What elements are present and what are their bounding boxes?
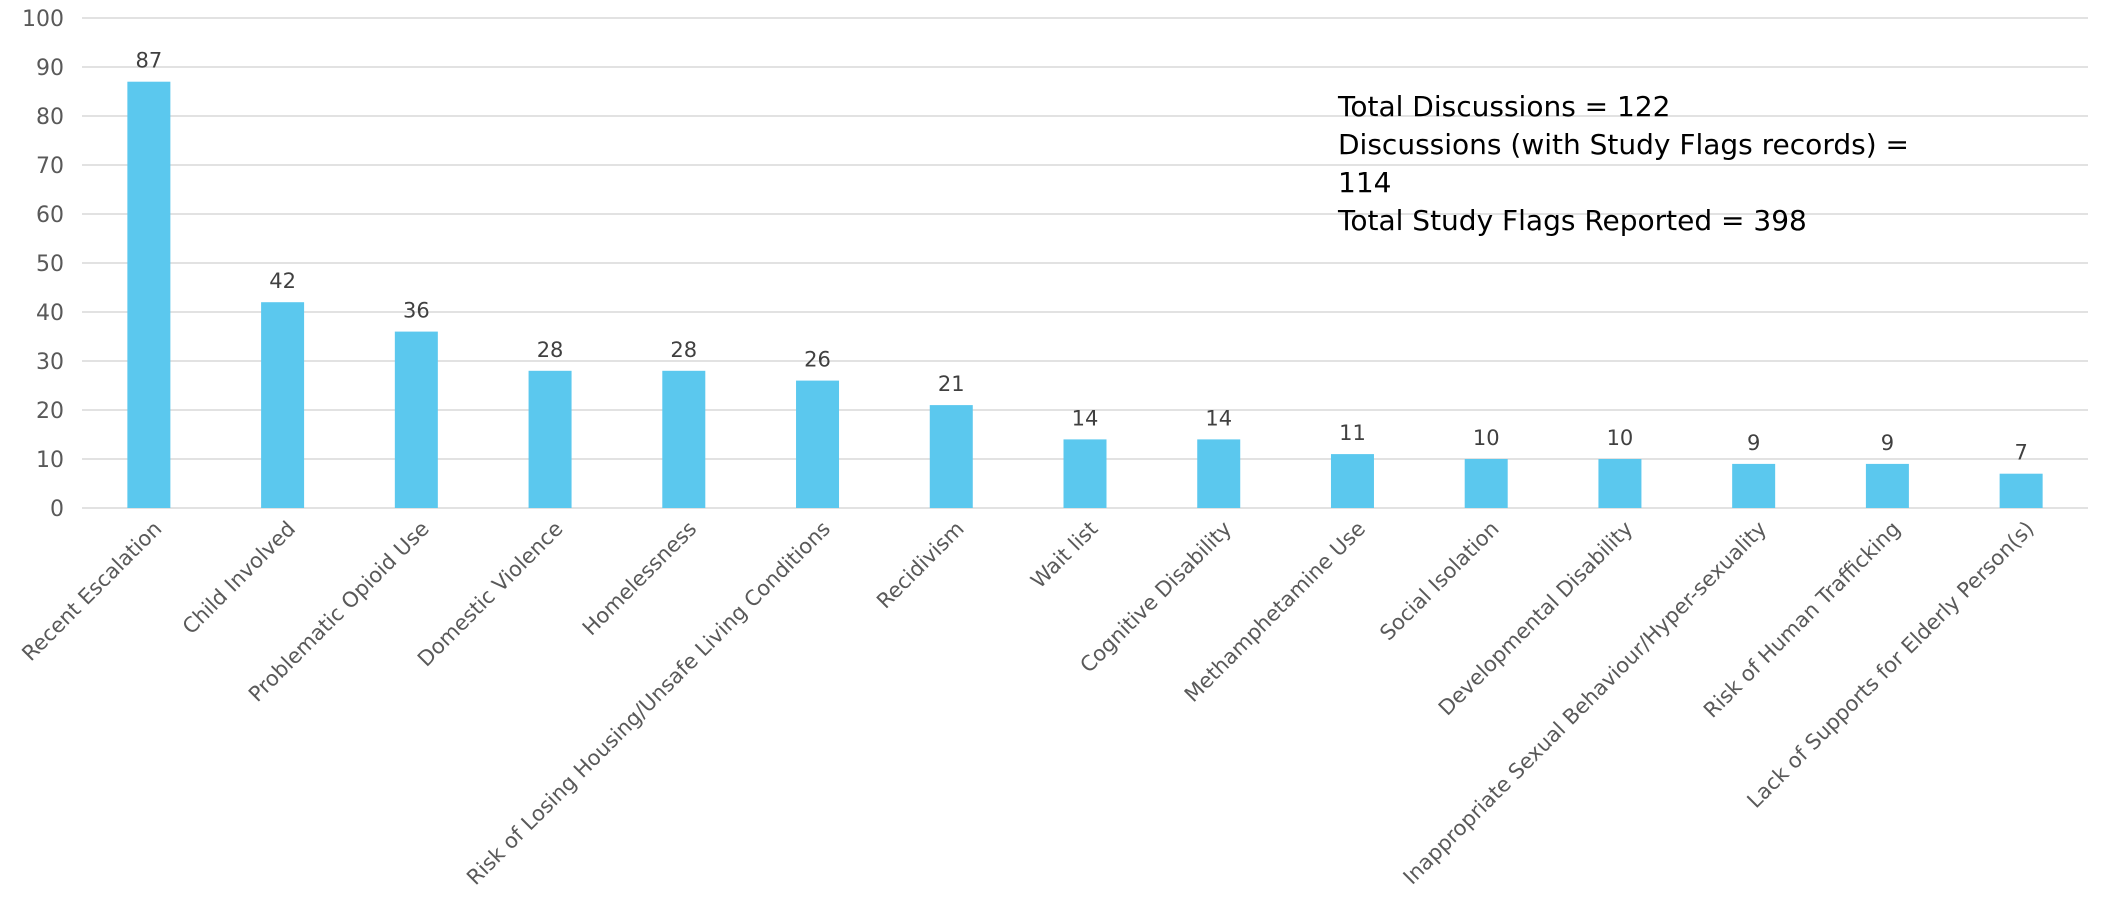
data-label: 28 xyxy=(537,338,564,362)
bars xyxy=(127,81,2043,508)
category-label: Cognitive Disability xyxy=(1075,517,1236,678)
y-tick-label: 30 xyxy=(36,350,64,375)
bar xyxy=(929,405,973,508)
data-label: 36 xyxy=(403,299,430,323)
data-label: 9 xyxy=(1747,431,1760,455)
bar xyxy=(127,81,171,508)
summary-annotation: Total Discussions = 122 Discussions (wit… xyxy=(1338,88,1938,240)
category-label: Domestic Violence xyxy=(413,517,568,672)
bar xyxy=(1464,459,1508,508)
bar xyxy=(796,380,840,508)
y-tick-label: 100 xyxy=(22,7,64,32)
bar xyxy=(261,302,305,508)
y-tick-label: 50 xyxy=(36,252,64,277)
bar xyxy=(1330,454,1374,508)
y-tick-label: 60 xyxy=(36,203,64,228)
bar xyxy=(1732,463,1776,508)
bar xyxy=(1865,463,1909,508)
bar xyxy=(394,331,438,508)
bar xyxy=(1063,439,1107,508)
category-label: Social Isolation xyxy=(1375,517,1504,646)
data-label: 10 xyxy=(1607,426,1634,450)
category-label: Recent Escalation xyxy=(17,517,166,666)
category-label: Recidivism xyxy=(872,517,969,614)
data-label: 10 xyxy=(1473,426,1500,450)
y-tick-label: 0 xyxy=(50,497,64,522)
annotation-discussions-with-flags: Discussions (with Study Flags records) =… xyxy=(1338,128,1909,199)
annotation-total-flags: Total Study Flags Reported = 398 xyxy=(1338,204,1807,237)
data-label: 28 xyxy=(670,338,697,362)
y-tick-label: 80 xyxy=(36,105,64,130)
y-tick-label: 90 xyxy=(36,56,64,81)
data-label: 26 xyxy=(804,348,831,372)
data-label: 21 xyxy=(938,372,965,396)
data-label: 9 xyxy=(1881,431,1894,455)
data-label: 11 xyxy=(1339,421,1366,445)
category-label: Child Involved xyxy=(178,517,300,639)
category-label: Homelessness xyxy=(578,517,702,641)
y-tick-label: 20 xyxy=(36,399,64,424)
data-label: 14 xyxy=(1072,406,1099,430)
y-axis-tick-labels: 0 10 20 30 40 50 60 70 80 90 100 xyxy=(22,7,64,522)
category-label: Lack of Supports for Elderly Person(s) xyxy=(1742,517,2038,813)
bar xyxy=(528,370,572,508)
bar xyxy=(662,370,706,508)
category-labels: Recent Escalation Child InvolvedProblemat… xyxy=(17,517,2038,890)
y-tick-label: 10 xyxy=(36,448,64,473)
data-label: 42 xyxy=(269,269,296,293)
bar xyxy=(1999,473,2043,508)
data-labels: 87 42 36 28 28 26 21 14 14 11 10 10 9 9 7 xyxy=(135,49,2027,465)
data-label: 7 xyxy=(2014,441,2027,465)
data-label: 87 xyxy=(135,49,162,73)
data-label: 14 xyxy=(1205,406,1232,430)
bar xyxy=(1197,439,1241,508)
y-tick-label: 40 xyxy=(36,301,64,326)
category-label: Wait list xyxy=(1026,517,1102,593)
annotation-total-discussions: Total Discussions = 122 xyxy=(1338,90,1671,123)
y-tick-label: 70 xyxy=(36,154,64,179)
bar xyxy=(1598,459,1642,508)
